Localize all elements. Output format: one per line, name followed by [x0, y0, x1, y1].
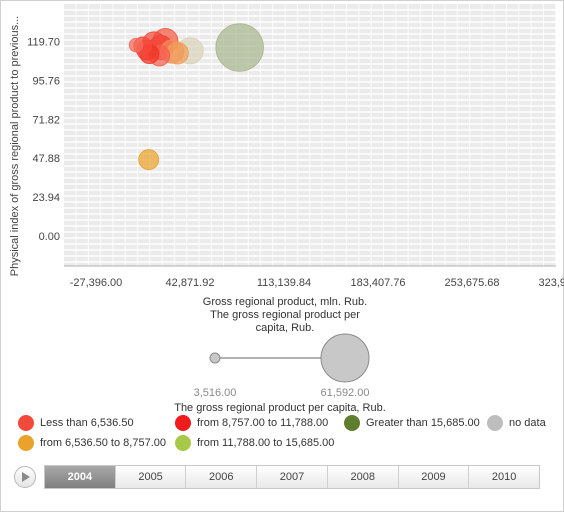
y-tick-label: 71.82 [32, 114, 60, 126]
size-legend-title: The gross regional product per capita, R… [174, 402, 386, 414]
y-tick-label: 47.88 [32, 153, 60, 165]
legend-item: Greater than 15,685.00 [344, 414, 480, 432]
legend-item: from 11,788.00 to 15,685.00 [175, 434, 334, 452]
legend-swatch [175, 435, 191, 451]
year-tab-2005[interactable]: 2005 [116, 466, 187, 488]
legend-swatch [344, 415, 360, 431]
size-legend-max-label: 61,592.00 [321, 387, 370, 399]
size-legend-min-circle [209, 352, 221, 364]
bubble [215, 23, 264, 72]
x-tick-label: 42,871.92 [166, 277, 215, 289]
x-tick-label: 113,139.84 [257, 277, 311, 289]
x-axis-title-line-2: The gross regional product per [210, 309, 360, 321]
year-tab-2010[interactable]: 2010 [491, 471, 517, 483]
timeline-bar: 2004 2005 2006 2007 2008 2009 2010 [14, 465, 540, 489]
bubble [138, 149, 160, 171]
year-tab-2009[interactable]: 2009 [399, 466, 470, 488]
x-axis-title-line-3: capita, Rub. [255, 322, 315, 334]
play-icon [22, 472, 30, 482]
year-tab-2008[interactable]: 2008 [328, 466, 399, 488]
y-axis-title: Physical index of gross regional product… [9, 16, 21, 276]
legend-swatch [175, 415, 191, 431]
size-legend-max-circle [320, 333, 370, 383]
legend-label: from 11,788.00 to 15,685.00 [197, 437, 335, 449]
bubble [128, 37, 144, 53]
legend-label: Less than 6,536.50 [40, 417, 134, 429]
legend-item: from 6,536.50 to 8,757.00 [18, 434, 166, 452]
x-axis-title-line-1: Gross regional product, mln. Rub. [202, 296, 368, 308]
x-tick-label: 253,675.68 [444, 277, 499, 289]
year-selector: 2004 2005 2006 2007 2008 2009 2010 [44, 465, 540, 489]
legend-label: no data [509, 417, 546, 429]
y-tick-label: 0.00 [39, 231, 60, 243]
year-tab-2007[interactable]: 2007 [257, 466, 328, 488]
play-button[interactable] [14, 466, 36, 488]
color-legend: Less than 6,536.50 from 8,757.00 to 11,78… [18, 414, 558, 454]
legend-label: from 6,536.50 to 8,757.00 [40, 437, 166, 449]
year-tab-2006[interactable]: 2006 [186, 466, 258, 488]
y-tick-label: 23.94 [32, 192, 60, 204]
x-tick-label: 323,943.60 [538, 277, 564, 289]
x-axis-title: Gross regional product, mln. Rub. The gr… [160, 296, 410, 335]
legend-item: from 8,757.00 to 11,788.00 [175, 414, 328, 432]
size-legend-min-label: 3,516.00 [194, 387, 237, 399]
legend-swatch [18, 415, 34, 431]
y-tick-label: 95.76 [32, 75, 60, 87]
legend-label: Greater than 15,685.00 [366, 417, 480, 429]
legend-swatch [487, 415, 503, 431]
year-tab-2004[interactable]: 2004 [45, 466, 116, 488]
legend-label: from 8,757.00 to 11,788.00 [197, 417, 329, 429]
legend-item: no data [487, 414, 546, 432]
legend-swatch [18, 435, 34, 451]
x-tick-label: -27,396.00 [70, 277, 123, 289]
legend-item: Less than 6,536.50 [18, 414, 134, 432]
x-tick-label: 183,407.76 [350, 277, 405, 289]
y-tick-label: 119.70 [27, 37, 60, 49]
